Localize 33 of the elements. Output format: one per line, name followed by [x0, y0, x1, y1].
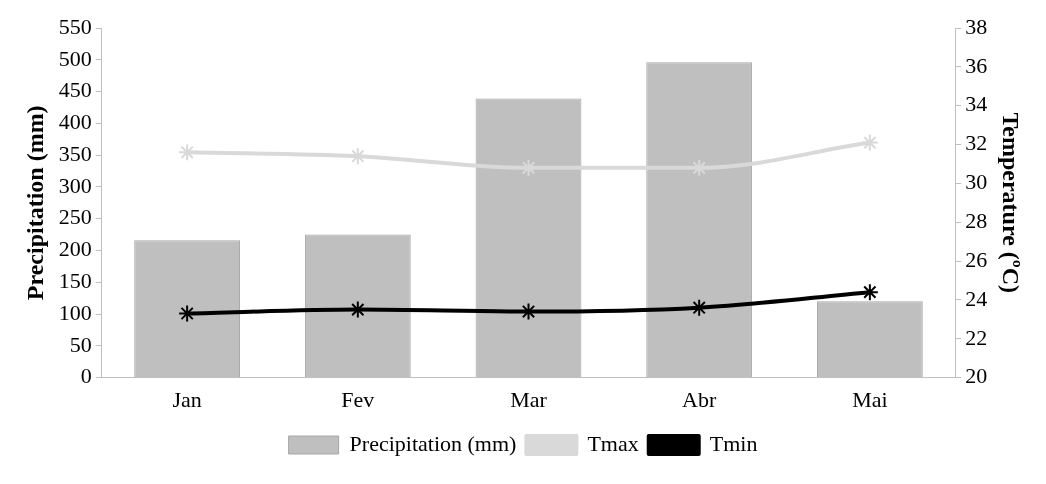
- y2-tick-label: 30: [965, 169, 988, 195]
- y2-tick-label: 26: [965, 246, 988, 272]
- y-tick-label: 150: [58, 268, 92, 294]
- x-tick-label: Jan: [172, 386, 202, 412]
- y-tick-label: 550: [58, 13, 92, 39]
- y-tick-label: 0: [80, 363, 92, 389]
- y2-tick-label: 22: [965, 324, 988, 350]
- y2-tick-label: 24: [965, 285, 988, 311]
- y-tick-label: 400: [58, 109, 92, 135]
- y2-tick-label: 20: [965, 363, 988, 389]
- x-tick-label: Abr: [682, 386, 717, 412]
- x-tick-label: Fev: [341, 386, 375, 412]
- y2-axis-title: Temperature (ºC): [998, 112, 1025, 294]
- y-axis-title: Precipitation (mm): [21, 105, 48, 301]
- y2-tick-label: 36: [965, 52, 988, 78]
- y2-tick-label: 38: [965, 13, 988, 39]
- legend-label: Precipitation (mm): [349, 430, 517, 456]
- x-tick-label: Mai: [852, 386, 888, 412]
- y2-tick-label: 34: [965, 91, 988, 117]
- point: [860, 133, 879, 152]
- y-tick-label: 500: [58, 45, 92, 71]
- y-tick-label: 250: [58, 204, 92, 230]
- y-tick-label: 50: [69, 331, 92, 357]
- legend-label: Tmax: [587, 430, 639, 456]
- x-tick-label: Mar: [510, 386, 548, 412]
- y-tick-label: 200: [58, 236, 92, 262]
- legend-label: Tmin: [709, 430, 758, 456]
- y-tick-label: 450: [58, 77, 92, 103]
- y-tick-label: 100: [58, 299, 92, 325]
- y-tick-label: 350: [58, 140, 92, 166]
- y2-tick-label: 32: [965, 130, 988, 156]
- y-tick-label: 300: [58, 172, 92, 198]
- y2-tick-label: 28: [965, 208, 988, 233]
